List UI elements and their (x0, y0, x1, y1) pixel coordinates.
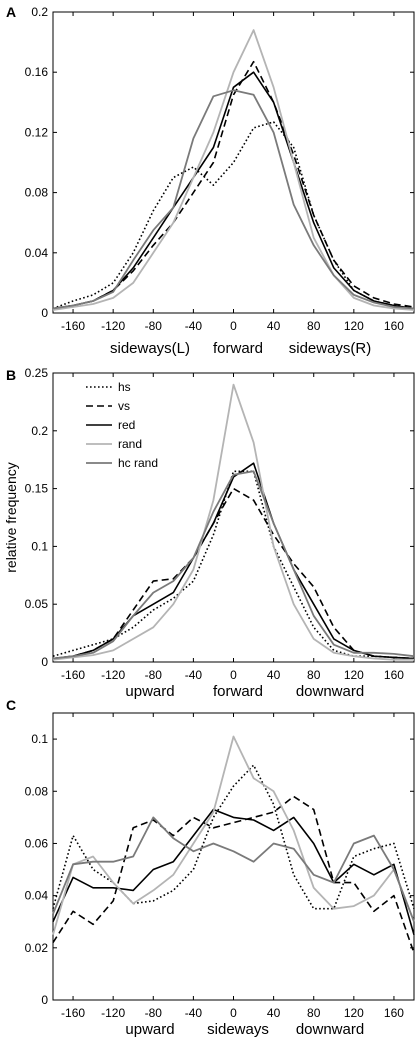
y-tick-label: 0.2 (31, 424, 48, 438)
x-tick-label: 160 (384, 319, 404, 333)
series-line-red (52, 462, 415, 660)
series-line-hs (52, 470, 415, 660)
series-line-rand (52, 735, 415, 936)
plot-frame (52, 712, 415, 1001)
x-tick-label: 0 (230, 668, 237, 682)
y-tick-label: 0.16 (25, 65, 49, 79)
y-tick-label: 0.04 (25, 889, 49, 903)
x-axis-label-left: upward (125, 1021, 174, 1038)
legend-entry: rand (118, 437, 142, 451)
y-tick-label: 0.06 (25, 836, 49, 850)
y-tick-label: 0.2 (31, 5, 48, 19)
y-tick-label: 0.1 (31, 732, 48, 746)
x-tick-label: -120 (101, 668, 125, 682)
x-tick-label: -120 (101, 319, 125, 333)
x-tick-label: 160 (384, 668, 404, 682)
x-tick-label: -120 (101, 1006, 125, 1020)
x-axis-label-right: downward (296, 1021, 364, 1038)
x-tick-label: 120 (344, 319, 364, 333)
x-tick-label: -80 (145, 668, 163, 682)
x-tick-label: 120 (344, 1006, 364, 1020)
x-axis-label-center: forward (213, 683, 263, 700)
series-line-hs (52, 764, 415, 910)
y-axis-label: relative frequency (3, 462, 19, 573)
series-line-hs (52, 121, 415, 310)
x-tick-label: 40 (267, 319, 281, 333)
y-tick-label: 0.25 (25, 366, 49, 380)
series-line-red (52, 808, 415, 936)
series-line-red (52, 71, 415, 310)
x-tick-label: -80 (145, 319, 163, 333)
series-line-rand (52, 383, 414, 661)
y-tick-label: 0.04 (25, 246, 49, 260)
y-tick-label: 0.05 (25, 597, 49, 611)
y-tick-label: 0.12 (25, 125, 49, 139)
x-tick-label: 40 (267, 1006, 281, 1020)
plot-frame (52, 372, 415, 663)
legend-entry: hc rand (118, 456, 158, 470)
x-tick-label: 160 (384, 1006, 404, 1020)
x-tick-label: -40 (185, 668, 203, 682)
x-tick-label: -160 (61, 319, 85, 333)
y-tick-label: 0.08 (25, 784, 49, 798)
x-axis-label-right: downward (296, 683, 364, 700)
series-line-hc-rand (52, 470, 415, 660)
panel-label: C (6, 697, 16, 713)
panel-label: A (6, 4, 16, 20)
x-tick-label: 40 (267, 668, 281, 682)
y-tick-label: 0.15 (25, 482, 49, 496)
x-tick-label: -160 (61, 1006, 85, 1020)
y-tick-label: 0.08 (25, 186, 49, 200)
x-axis-label-right: sideways(R) (289, 340, 372, 357)
x-tick-label: -40 (185, 1006, 203, 1020)
x-axis-label-center: sideways (207, 1021, 269, 1038)
y-tick-label: 0 (41, 306, 48, 320)
series-line-rand (52, 29, 415, 311)
x-tick-label: 120 (344, 668, 364, 682)
y-tick-label: 0.02 (25, 941, 49, 955)
y-tick-label: 0.1 (31, 539, 48, 553)
x-tick-label: 80 (307, 668, 321, 682)
x-axis-label-left: sideways(L) (110, 340, 190, 357)
plot-frame (52, 11, 415, 314)
series-line-hc-rand (52, 89, 415, 310)
x-axis-label-left: upward (125, 683, 174, 700)
x-axis-label-center: forward (213, 340, 263, 357)
series-line-vs (52, 60, 415, 310)
x-tick-label: 80 (307, 319, 321, 333)
x-tick-label: 0 (230, 319, 237, 333)
x-tick-label: 80 (307, 1006, 321, 1020)
legend-entry: red (118, 418, 135, 432)
panel-label: B (6, 367, 16, 383)
y-tick-label: 0 (41, 993, 48, 1007)
x-tick-label: -160 (61, 668, 85, 682)
series-line-vs (52, 795, 415, 954)
x-tick-label: -40 (185, 319, 203, 333)
x-tick-label: -80 (145, 1006, 163, 1020)
legend-entry: hs (118, 380, 131, 394)
y-tick-label: 0 (41, 655, 48, 669)
series-line-vs (52, 487, 415, 660)
series-line-hc-rand (52, 816, 415, 923)
x-tick-label: 0 (230, 1006, 237, 1020)
legend-entry: vs (118, 399, 130, 413)
